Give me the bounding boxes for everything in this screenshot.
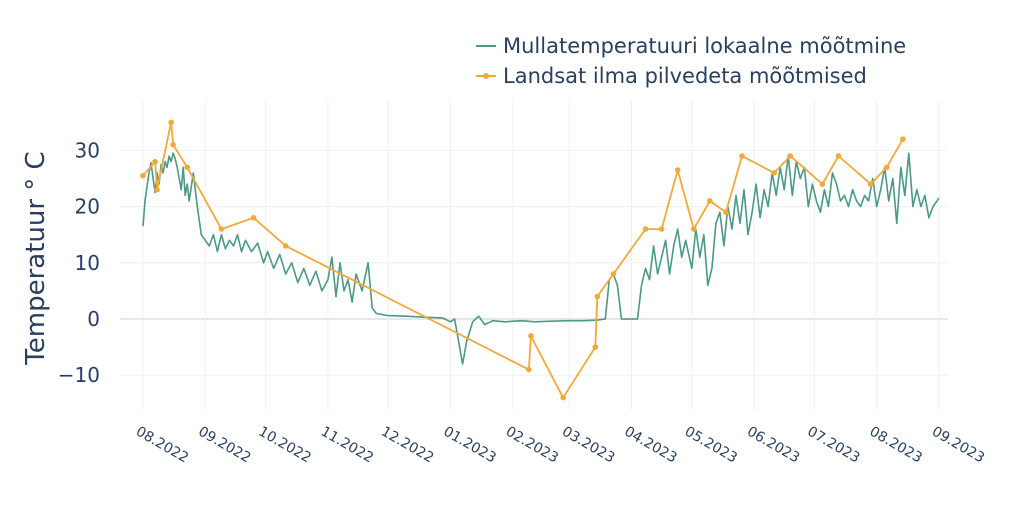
series-layer (140, 119, 940, 401)
data-point (771, 170, 777, 176)
y-tick-label: −10 (58, 363, 100, 387)
y-tick-label: 0 (87, 307, 100, 331)
data-point (154, 186, 160, 193)
data-point (140, 172, 146, 179)
x-tick-label: 02.2023 (503, 424, 561, 467)
data-point (282, 243, 289, 249)
data-point (787, 153, 794, 159)
data-point (867, 181, 874, 187)
data-point (250, 215, 257, 221)
data-point (642, 226, 649, 232)
y-tick-label: 30 (75, 138, 100, 162)
data-point (560, 394, 566, 401)
legend-label: Landsat ilma pilvedeta mõõtmised (503, 64, 867, 88)
x-tick-label: 01.2023 (441, 424, 499, 467)
legend-label: Mullatemperatuuri lokaalne mõõtmine (503, 34, 906, 58)
data-point (170, 141, 176, 148)
series-line (142, 152, 940, 365)
x-tick-label: 11.2022 (318, 424, 376, 467)
x-tick-label: 04.2023 (621, 424, 679, 467)
data-point (883, 164, 890, 171)
y-tick-label: 10 (75, 251, 100, 275)
data-point (526, 366, 532, 373)
legend-marker (483, 73, 489, 79)
data-point (723, 209, 729, 216)
data-point (707, 198, 713, 204)
x-tick-label: 09.2023 (929, 424, 987, 467)
data-point (528, 333, 534, 339)
data-point (168, 119, 174, 126)
data-point (594, 293, 601, 300)
grid (120, 100, 948, 410)
x-tick-label: 08.2023 (867, 424, 925, 467)
legend-item: Mullatemperatuuri lokaalne mõõtmine (476, 34, 906, 58)
x-tick-label: 05.2023 (682, 424, 740, 467)
x-tick-label: 03.2023 (559, 424, 617, 467)
data-point (152, 158, 158, 165)
data-point (739, 153, 745, 159)
data-point (184, 164, 191, 171)
data-point (592, 344, 599, 350)
series-1 (142, 152, 940, 365)
y-axis: −10 0 10 20 30 (58, 138, 100, 387)
x-tick-label: 07.2023 (804, 424, 862, 467)
data-point (835, 153, 842, 159)
y-axis-label: Temperatuur ° C (21, 151, 51, 365)
data-point (658, 226, 665, 232)
data-point (819, 181, 826, 187)
legend: Mullatemperatuuri lokaalne mõõtmine Lands… (476, 34, 906, 88)
data-point (900, 136, 906, 142)
data-point (674, 167, 681, 173)
series-2 (140, 119, 906, 401)
legend-item: Landsat ilma pilvedeta mõõtmised (476, 64, 867, 88)
y-tick-label: 20 (75, 195, 100, 219)
x-tick-label: 12.2022 (378, 424, 436, 467)
x-tick-label: 10.2022 (256, 424, 314, 467)
data-point (218, 226, 225, 232)
x-tick-label: 09.2022 (195, 424, 253, 467)
x-axis: 08.2022 09.2022 10.2022 11.2022 12.2022 01.20… (133, 424, 987, 467)
data-point (610, 271, 617, 277)
data-point (690, 226, 697, 232)
x-tick-label: 08.2022 (133, 424, 191, 467)
x-tick-label: 06.2023 (744, 424, 802, 467)
